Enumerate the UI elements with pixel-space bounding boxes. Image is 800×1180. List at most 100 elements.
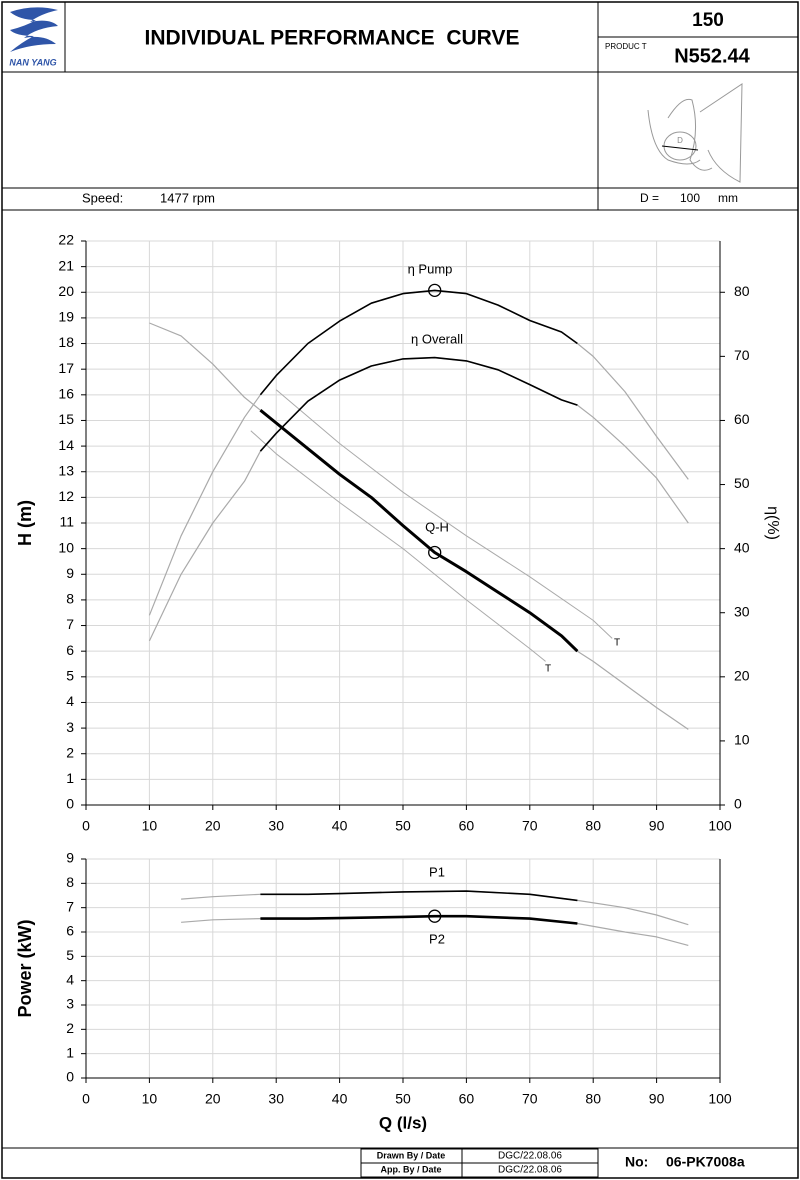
y-tick-label: 2 bbox=[66, 744, 74, 760]
x-tick-label: 20 bbox=[205, 1091, 221, 1107]
product-label: PRODUC T bbox=[605, 42, 647, 51]
logo: NAN YANG bbox=[9, 7, 58, 67]
y2-tick-label: 20 bbox=[734, 668, 750, 684]
logo-mark bbox=[10, 7, 58, 53]
x-axis-label: Q (l/s) bbox=[379, 1113, 427, 1132]
x-tick-label: 40 bbox=[332, 1091, 348, 1107]
x-tick-label: 80 bbox=[585, 1091, 601, 1107]
curve-label: P1 bbox=[429, 864, 445, 879]
duty-point bbox=[428, 283, 442, 298]
x-tick-label: 70 bbox=[522, 818, 538, 834]
y-tick-label: 20 bbox=[58, 283, 74, 299]
y-tick-label: 8 bbox=[66, 874, 74, 890]
x-tick-label: 10 bbox=[142, 1091, 158, 1107]
product: N552.44 bbox=[674, 45, 750, 67]
drawn: DGC/22.08.06 bbox=[498, 1151, 562, 1162]
x-tick-label: 90 bbox=[649, 818, 665, 834]
x-tick-label: 90 bbox=[649, 1091, 665, 1107]
y-tick-label: 17 bbox=[58, 360, 74, 376]
y-tick-label: 9 bbox=[66, 565, 74, 581]
y-tick-label: 22 bbox=[58, 232, 74, 248]
y2-tick-label: 80 bbox=[734, 283, 750, 299]
diameter-unit: mm bbox=[718, 191, 738, 205]
x-tick-label: 100 bbox=[708, 818, 732, 834]
y-tick-label: 10 bbox=[58, 539, 74, 555]
duty-point bbox=[428, 909, 442, 923]
y-tick-label: 0 bbox=[66, 1069, 74, 1085]
curve bbox=[260, 890, 578, 902]
y-tick-label: 19 bbox=[58, 309, 74, 325]
diameter-label: D = bbox=[640, 191, 659, 205]
curve-label: T bbox=[614, 638, 620, 649]
x-tick-label: 100 bbox=[708, 1091, 732, 1107]
y-tick-label: 8 bbox=[66, 591, 74, 607]
y-tick-label: 3 bbox=[66, 996, 74, 1012]
curve-label: P2 bbox=[429, 931, 445, 946]
speed: 1477 rpm bbox=[160, 190, 215, 205]
y-tick-label: 16 bbox=[58, 386, 74, 402]
y-axis-label: H (m) bbox=[15, 500, 35, 546]
x-tick-label: 80 bbox=[585, 818, 601, 834]
y-tick-label: 6 bbox=[66, 923, 74, 939]
y-tick-label: 12 bbox=[58, 488, 74, 504]
y2-tick-label: 0 bbox=[734, 796, 742, 812]
y-tick-label: 4 bbox=[66, 971, 74, 987]
y-tick-label: 7 bbox=[66, 898, 74, 914]
number-label: No: bbox=[625, 1154, 648, 1170]
curve bbox=[259, 409, 579, 653]
y-tick-label: 6 bbox=[66, 642, 74, 658]
y-tick-label: 0 bbox=[66, 796, 74, 812]
y-tick-label: 1 bbox=[66, 1044, 74, 1060]
curve-label: Q-H bbox=[425, 519, 449, 534]
x-tick-label: 60 bbox=[459, 818, 475, 834]
x-tick-label: 40 bbox=[332, 818, 348, 834]
x-tick-label: 30 bbox=[268, 818, 284, 834]
x-tick-label: 50 bbox=[395, 1091, 411, 1107]
impeller-outline bbox=[647, 109, 701, 165]
x-tick-label: 0 bbox=[82, 818, 90, 834]
y2-tick-label: 10 bbox=[734, 732, 750, 748]
y-tick-label: 4 bbox=[66, 693, 74, 709]
x-tick-label: 0 bbox=[82, 1091, 90, 1107]
curve bbox=[250, 430, 546, 662]
x-tick-label: 50 bbox=[395, 818, 411, 834]
y-tick-label: 2 bbox=[66, 1020, 74, 1036]
y-tick-label: 14 bbox=[58, 437, 74, 453]
curve bbox=[275, 389, 613, 639]
x-tick-label: 70 bbox=[522, 1091, 538, 1107]
x-tick-label: 10 bbox=[142, 818, 158, 834]
diameter: 100 bbox=[680, 191, 700, 205]
curve bbox=[259, 289, 578, 396]
impeller-blade bbox=[699, 83, 743, 183]
logo-text: NAN YANG bbox=[9, 57, 56, 67]
approved-label: App. By / Date bbox=[380, 1164, 441, 1174]
y-tick-label: 5 bbox=[66, 947, 74, 963]
curve bbox=[148, 357, 689, 642]
curve-label: η Overall bbox=[411, 331, 463, 346]
y-tick-label: 7 bbox=[66, 616, 74, 632]
y2-tick-label: 30 bbox=[734, 603, 750, 619]
number: 06-PK7008a bbox=[666, 1154, 745, 1170]
y-tick-label: 21 bbox=[58, 257, 74, 273]
y2-tick-label: 50 bbox=[734, 475, 750, 491]
y-tick-label: 5 bbox=[66, 668, 74, 684]
y-tick-label: 15 bbox=[58, 411, 74, 427]
x-tick-label: 60 bbox=[459, 1091, 475, 1107]
curve-label: T bbox=[545, 664, 551, 675]
y-tick-label: 1 bbox=[66, 770, 74, 786]
title: INDIVIDUAL PERFORMANCE CURVE bbox=[145, 27, 520, 50]
y2-tick-label: 40 bbox=[734, 539, 750, 555]
y-tick-label: 18 bbox=[58, 334, 74, 350]
curve bbox=[260, 914, 578, 925]
y2-tick-label: 70 bbox=[734, 347, 750, 363]
plots: 0 10 20 30 40 50 60 70 80 90 100012345678910111213… bbox=[15, 232, 781, 1133]
y-tick-label: 13 bbox=[58, 462, 74, 478]
y-axis-label: Power (kW) bbox=[15, 919, 35, 1017]
curve bbox=[259, 356, 578, 452]
impeller-sketch bbox=[647, 83, 743, 183]
curve-label: η Pump bbox=[408, 261, 453, 276]
drawn-label: Drawn By / Date bbox=[377, 1150, 446, 1160]
approved: DGC/22.08.06 bbox=[498, 1165, 562, 1176]
